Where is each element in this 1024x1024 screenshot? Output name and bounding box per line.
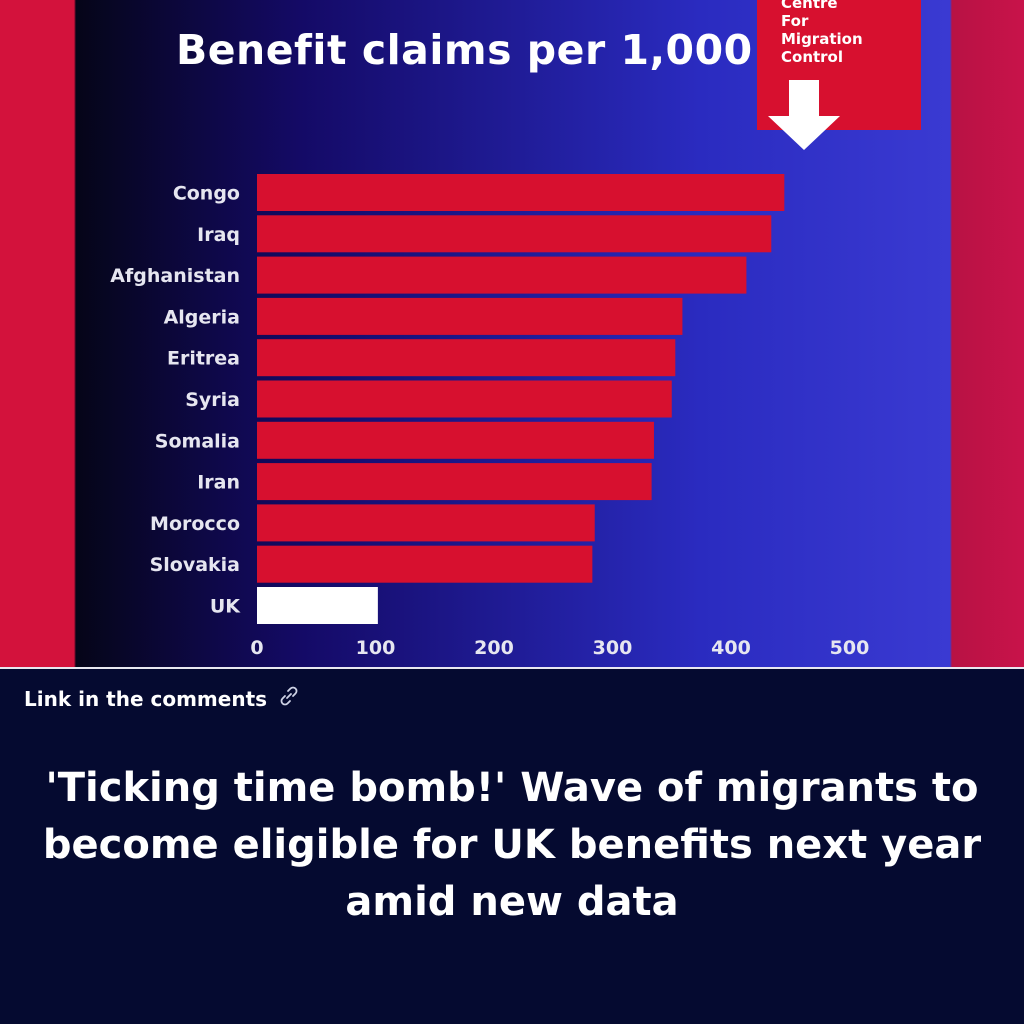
- bar-slovakia: [257, 545, 593, 583]
- category-label: Syria: [185, 389, 240, 411]
- category-label: Algeria: [164, 306, 240, 328]
- bar-chart: Congo Iraq Afghanistan Algeria Eritrea Syria S…: [110, 174, 870, 659]
- bar-afghanistan: [257, 256, 747, 294]
- chart-title: Benefit claims per 1,000: [176, 26, 753, 74]
- source-label: Centre For Migration Control: [781, 0, 863, 66]
- category-label: Eritrea: [167, 348, 240, 370]
- category-label: Afghanistan: [110, 265, 240, 287]
- divider: [0, 667, 1024, 669]
- x-tick-label: 500: [830, 637, 870, 659]
- category-label: Iran: [197, 472, 240, 494]
- x-tick-label: 100: [356, 637, 396, 659]
- bar-iraq: [257, 215, 772, 253]
- x-tick-label: 400: [711, 637, 751, 659]
- down-arrow-icon: [768, 80, 840, 150]
- chart-panel: Congo Iraq Afghanistan Algeria Eritrea Syria S…: [0, 0, 1024, 667]
- category-label: UK: [210, 596, 241, 618]
- x-tick-label: 0: [250, 637, 263, 659]
- link-text[interactable]: Link in the comments: [24, 686, 268, 711]
- category-label: Iraq: [197, 224, 240, 246]
- category-label: Morocco: [150, 513, 240, 535]
- bar-morocco: [257, 504, 595, 542]
- headline: 'Ticking time bomb!' Wave of migrants to…: [42, 765, 982, 925]
- source-badge: Centre For Migration Control: [757, 0, 921, 150]
- bar-uk: [257, 587, 378, 624]
- bar-syria: [257, 380, 672, 418]
- bar-somalia: [257, 421, 654, 459]
- bar-iran: [257, 463, 652, 501]
- bar-eritrea: [257, 339, 676, 377]
- link-row[interactable]: Link in the comments: [24, 684, 301, 713]
- bar-algeria: [257, 297, 683, 335]
- category-label: Somalia: [155, 430, 240, 452]
- x-tick-label: 200: [474, 637, 514, 659]
- bar-congo: [257, 174, 785, 211]
- category-label: Congo: [173, 183, 240, 205]
- category-label: Slovakia: [150, 554, 240, 576]
- link-icon[interactable]: [277, 684, 301, 713]
- x-tick-label: 300: [593, 637, 633, 659]
